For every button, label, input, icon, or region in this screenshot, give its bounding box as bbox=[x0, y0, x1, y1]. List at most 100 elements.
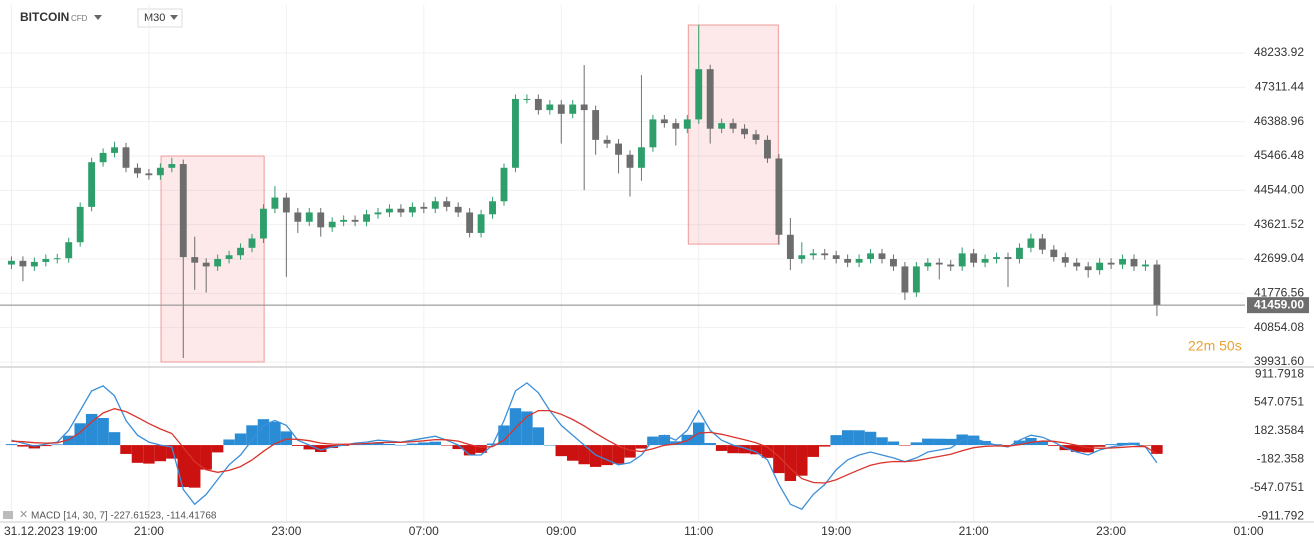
candle-body bbox=[534, 98, 542, 111]
candle-body bbox=[970, 253, 978, 263]
y-tick-label: 47311.44 bbox=[1255, 80, 1304, 94]
candle-body bbox=[1073, 262, 1081, 267]
candle-body bbox=[271, 197, 279, 209]
candle-body bbox=[809, 253, 817, 256]
candle-body bbox=[741, 128, 748, 135]
candle-body bbox=[775, 158, 783, 235]
candle-body bbox=[1084, 266, 1092, 271]
candle-body bbox=[798, 255, 806, 259]
histogram-bar bbox=[395, 444, 407, 446]
x-tick-label: 21:00 bbox=[959, 524, 989, 538]
histogram-bar bbox=[670, 441, 682, 446]
candle-body bbox=[88, 162, 96, 207]
histogram-bar bbox=[899, 445, 911, 446]
candle-body bbox=[489, 201, 496, 215]
histogram-bar bbox=[200, 445, 212, 470]
histogram-bar bbox=[166, 445, 178, 459]
candle-body bbox=[1096, 262, 1104, 271]
histogram-bar bbox=[234, 433, 247, 446]
histogram-bar bbox=[601, 445, 613, 466]
histogram-bar bbox=[315, 445, 327, 453]
timeframe[interactable]: M30 bbox=[144, 12, 165, 24]
candle-body bbox=[1016, 247, 1023, 259]
histogram-bar bbox=[177, 445, 189, 488]
histogram-bar bbox=[1116, 442, 1129, 446]
timeframe-dropdown[interactable] bbox=[170, 15, 178, 20]
candle-body bbox=[168, 164, 176, 168]
candle-body bbox=[546, 104, 554, 111]
histogram-bar bbox=[773, 445, 785, 474]
histogram-bar bbox=[189, 445, 201, 488]
candle-body bbox=[443, 201, 451, 207]
candle-body bbox=[156, 167, 164, 176]
histogram-bar bbox=[452, 445, 464, 450]
highlight-box bbox=[687, 24, 779, 245]
instrument-name[interactable]: BITCOIN bbox=[20, 10, 69, 24]
candle-body bbox=[557, 104, 565, 114]
histogram-bar bbox=[807, 445, 819, 457]
histogram-bar bbox=[257, 419, 270, 446]
histogram-bar bbox=[463, 445, 476, 456]
candle-body bbox=[592, 110, 600, 140]
candle-body bbox=[752, 134, 760, 140]
histogram-bar bbox=[429, 441, 441, 446]
histogram-bar bbox=[1036, 441, 1049, 446]
candle-body bbox=[1038, 238, 1046, 250]
y-tick-label: 44544.00 bbox=[1254, 183, 1304, 197]
histogram-bar bbox=[360, 443, 373, 446]
candle-body bbox=[901, 266, 909, 293]
candle-body bbox=[42, 258, 50, 262]
histogram-bar bbox=[727, 445, 739, 454]
candle-body bbox=[351, 219, 359, 222]
candle-body bbox=[454, 206, 462, 213]
candle-body bbox=[924, 262, 932, 267]
histogram-bar bbox=[750, 445, 762, 455]
histogram-bar bbox=[910, 442, 923, 446]
candle-body bbox=[1107, 262, 1115, 265]
histogram-bar bbox=[40, 445, 52, 447]
histogram-bar bbox=[143, 445, 155, 464]
histogram-bar bbox=[922, 438, 934, 446]
candle-body bbox=[603, 139, 611, 144]
candle-body bbox=[294, 212, 302, 222]
candle-body bbox=[764, 139, 771, 159]
histogram-bar bbox=[841, 430, 854, 446]
histogram-bar bbox=[1105, 444, 1117, 446]
candle-body bbox=[122, 147, 130, 168]
candle-body bbox=[386, 208, 393, 213]
candle-body bbox=[65, 242, 73, 259]
candle-body bbox=[76, 206, 84, 243]
candle-body bbox=[1004, 257, 1012, 259]
histogram-bar bbox=[63, 435, 75, 446]
indicator-settings-icon[interactable] bbox=[3, 511, 13, 519]
candle-body bbox=[420, 206, 428, 209]
candle-body bbox=[191, 257, 199, 263]
histogram-bar bbox=[567, 445, 579, 461]
candle-body bbox=[225, 255, 233, 259]
histogram-bar bbox=[761, 445, 774, 458]
instrument-type: CFD bbox=[71, 14, 88, 23]
histogram-bar bbox=[887, 441, 900, 446]
candle-body bbox=[30, 261, 38, 267]
indicator-close[interactable]: ✕ bbox=[19, 509, 28, 521]
histogram-bar bbox=[864, 431, 877, 446]
histogram-bar bbox=[441, 445, 453, 446]
candle-body bbox=[340, 219, 348, 222]
histogram-bar bbox=[853, 430, 865, 446]
histogram-bar bbox=[945, 438, 957, 446]
histogram-bar bbox=[532, 427, 545, 446]
histogram-bar bbox=[658, 434, 671, 446]
histogram-bar bbox=[51, 444, 63, 446]
y-tick-label: 182.3584 bbox=[1254, 423, 1304, 437]
y-tick-label: 39931.60 bbox=[1254, 354, 1304, 368]
histogram-bar bbox=[17, 445, 29, 447]
histogram-bar bbox=[108, 432, 121, 446]
candle-body bbox=[1027, 238, 1035, 248]
instrument-dropdown[interactable] bbox=[94, 15, 102, 20]
candle-body bbox=[580, 104, 588, 111]
histogram-bar bbox=[738, 445, 751, 454]
candle-body bbox=[260, 208, 267, 239]
candle-body bbox=[134, 167, 141, 174]
histogram-bar bbox=[1093, 445, 1106, 447]
candle-body bbox=[683, 119, 691, 129]
